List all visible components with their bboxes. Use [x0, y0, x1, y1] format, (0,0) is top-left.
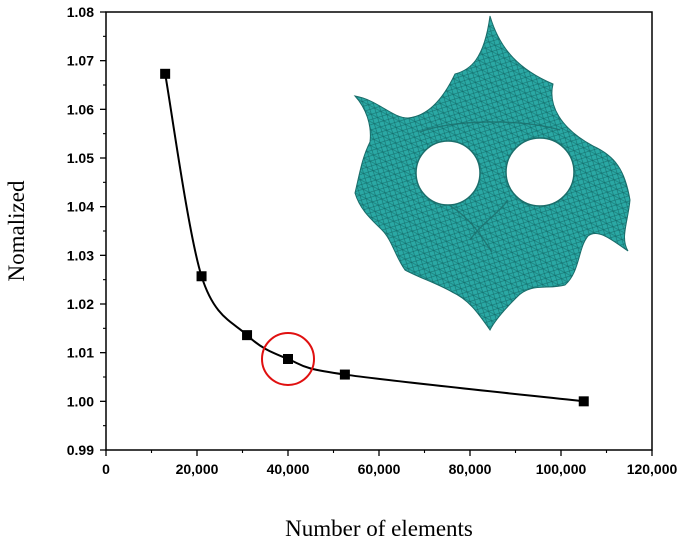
x-tick-label: 60,000 — [358, 461, 401, 477]
data-point — [283, 353, 293, 364]
y-tick-label: 1.01 — [67, 345, 94, 361]
x-tick-label: 100,000 — [536, 461, 587, 477]
y-tick-label: 1.00 — [67, 393, 94, 409]
highlight-circle — [261, 331, 315, 386]
x-tick-label: 80,000 — [449, 461, 492, 477]
y-tick-label: 1.06 — [67, 101, 94, 117]
data-point — [196, 271, 207, 282]
y-tick-label: 1.08 — [67, 4, 94, 20]
data-point — [160, 68, 171, 79]
y-tick-label: 1.02 — [67, 296, 94, 312]
x-tick-label: 120,000 — [627, 461, 678, 477]
y-tick-label: 1.05 — [67, 150, 94, 166]
y-tick-label: 1.04 — [67, 199, 94, 215]
y-tick-label: 0.99 — [67, 442, 94, 458]
x-tick-label: 20,000 — [176, 461, 219, 477]
series-line — [164, 73, 584, 403]
data-point — [578, 396, 589, 407]
data-point — [242, 330, 253, 341]
y-tick-label: 1.07 — [67, 53, 94, 69]
x-axis-title: Number of elements — [285, 516, 473, 541]
x-tick-label: 40,000 — [267, 461, 310, 477]
x-tick-label: 0 — [102, 461, 110, 477]
data-point — [339, 369, 350, 380]
gyroid-mesh-icon — [353, 15, 631, 331]
y-tick-label: 1.03 — [67, 247, 94, 263]
y-axis-title: Nomalized — [4, 180, 29, 281]
